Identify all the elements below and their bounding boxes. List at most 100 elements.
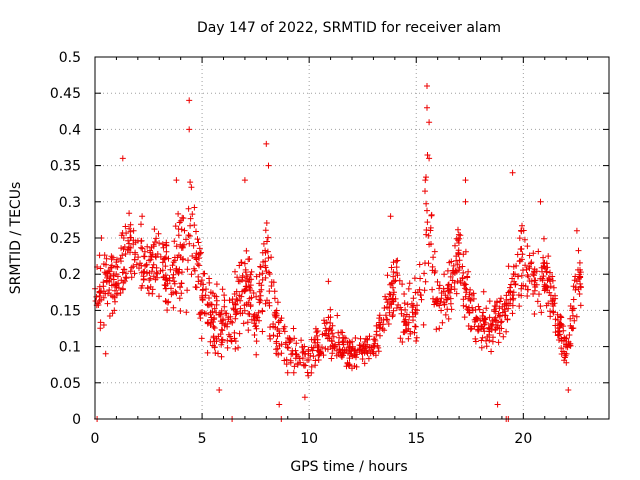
data-point	[365, 355, 372, 362]
data-point	[459, 263, 466, 270]
data-point	[271, 288, 278, 295]
data-point	[263, 268, 270, 275]
data-point	[213, 281, 220, 288]
data-point	[438, 307, 445, 314]
data-point	[184, 266, 191, 273]
data-point	[144, 285, 151, 292]
data-point	[371, 336, 378, 343]
data-point	[327, 306, 334, 313]
data-point	[266, 333, 273, 339]
data-point	[572, 273, 579, 280]
data-point	[225, 314, 232, 321]
data-point	[528, 259, 535, 266]
data-point	[424, 219, 431, 226]
data-point	[561, 354, 568, 361]
data-point	[137, 260, 143, 267]
data-point	[531, 311, 538, 317]
data-point	[287, 336, 294, 343]
data-point	[229, 299, 236, 306]
data-point	[426, 119, 433, 126]
data-point	[503, 302, 510, 309]
data-point	[176, 295, 183, 302]
data-point	[457, 232, 464, 239]
data-point	[215, 333, 222, 340]
data-point	[219, 336, 226, 343]
data-point	[154, 251, 161, 257]
data-point	[506, 288, 513, 295]
data-point	[447, 295, 454, 302]
data-point	[456, 235, 463, 242]
data-point	[310, 344, 317, 351]
data-point	[430, 254, 437, 261]
data-point	[568, 325, 575, 331]
data-point	[387, 213, 394, 220]
data-point	[498, 295, 504, 302]
data-point	[429, 286, 436, 293]
data-point	[206, 275, 213, 282]
data-point	[387, 291, 394, 298]
data-point	[577, 274, 584, 281]
data-point	[448, 306, 455, 313]
data-point	[326, 325, 333, 332]
data-point	[461, 314, 468, 321]
data-point	[319, 331, 326, 338]
data-point	[341, 349, 347, 356]
data-point	[427, 227, 434, 234]
data-point	[222, 310, 229, 317]
data-point	[107, 264, 114, 271]
data-point	[531, 281, 538, 288]
data-point	[537, 198, 544, 205]
data-point	[353, 354, 359, 361]
data-point	[213, 297, 220, 304]
data-point	[135, 254, 142, 261]
data-point	[577, 266, 583, 273]
data-point	[283, 356, 290, 363]
data-point	[262, 300, 269, 307]
data-point	[224, 337, 231, 344]
data-point	[577, 283, 584, 290]
data-point	[112, 298, 118, 305]
data-point	[162, 263, 169, 270]
data-point	[245, 256, 252, 263]
data-point	[177, 308, 184, 314]
data-point	[186, 97, 193, 104]
data-point	[97, 325, 104, 332]
data-point	[488, 327, 495, 333]
data-point	[127, 268, 134, 275]
data-point	[539, 277, 546, 284]
data-point	[393, 305, 400, 311]
data-point	[376, 312, 383, 319]
data-point	[153, 235, 160, 242]
data-point	[197, 310, 204, 317]
data-point	[97, 265, 104, 272]
data-point	[471, 323, 478, 330]
data-point	[113, 281, 120, 288]
data-point	[163, 298, 170, 305]
data-point	[256, 317, 262, 324]
data-point	[191, 267, 198, 274]
data-point	[341, 334, 348, 341]
data-point	[221, 292, 228, 299]
data-point	[122, 223, 129, 230]
data-point	[390, 273, 397, 280]
data-point	[395, 301, 402, 308]
data-point	[236, 262, 243, 269]
data-point	[526, 263, 532, 270]
x-tick-label: 20	[514, 431, 532, 447]
data-point	[455, 267, 462, 274]
data-point	[488, 348, 495, 355]
data-point	[130, 237, 137, 244]
data-point	[405, 285, 412, 292]
data-point	[514, 251, 521, 258]
data-point	[193, 250, 200, 257]
data-point	[241, 260, 248, 267]
data-point	[391, 289, 397, 296]
data-point	[299, 355, 306, 362]
data-point	[234, 274, 241, 281]
y-tick-label: 0.05	[50, 376, 81, 392]
data-point	[425, 232, 432, 239]
data-point	[218, 307, 225, 314]
data-point	[507, 296, 514, 303]
data-points	[92, 83, 584, 422]
